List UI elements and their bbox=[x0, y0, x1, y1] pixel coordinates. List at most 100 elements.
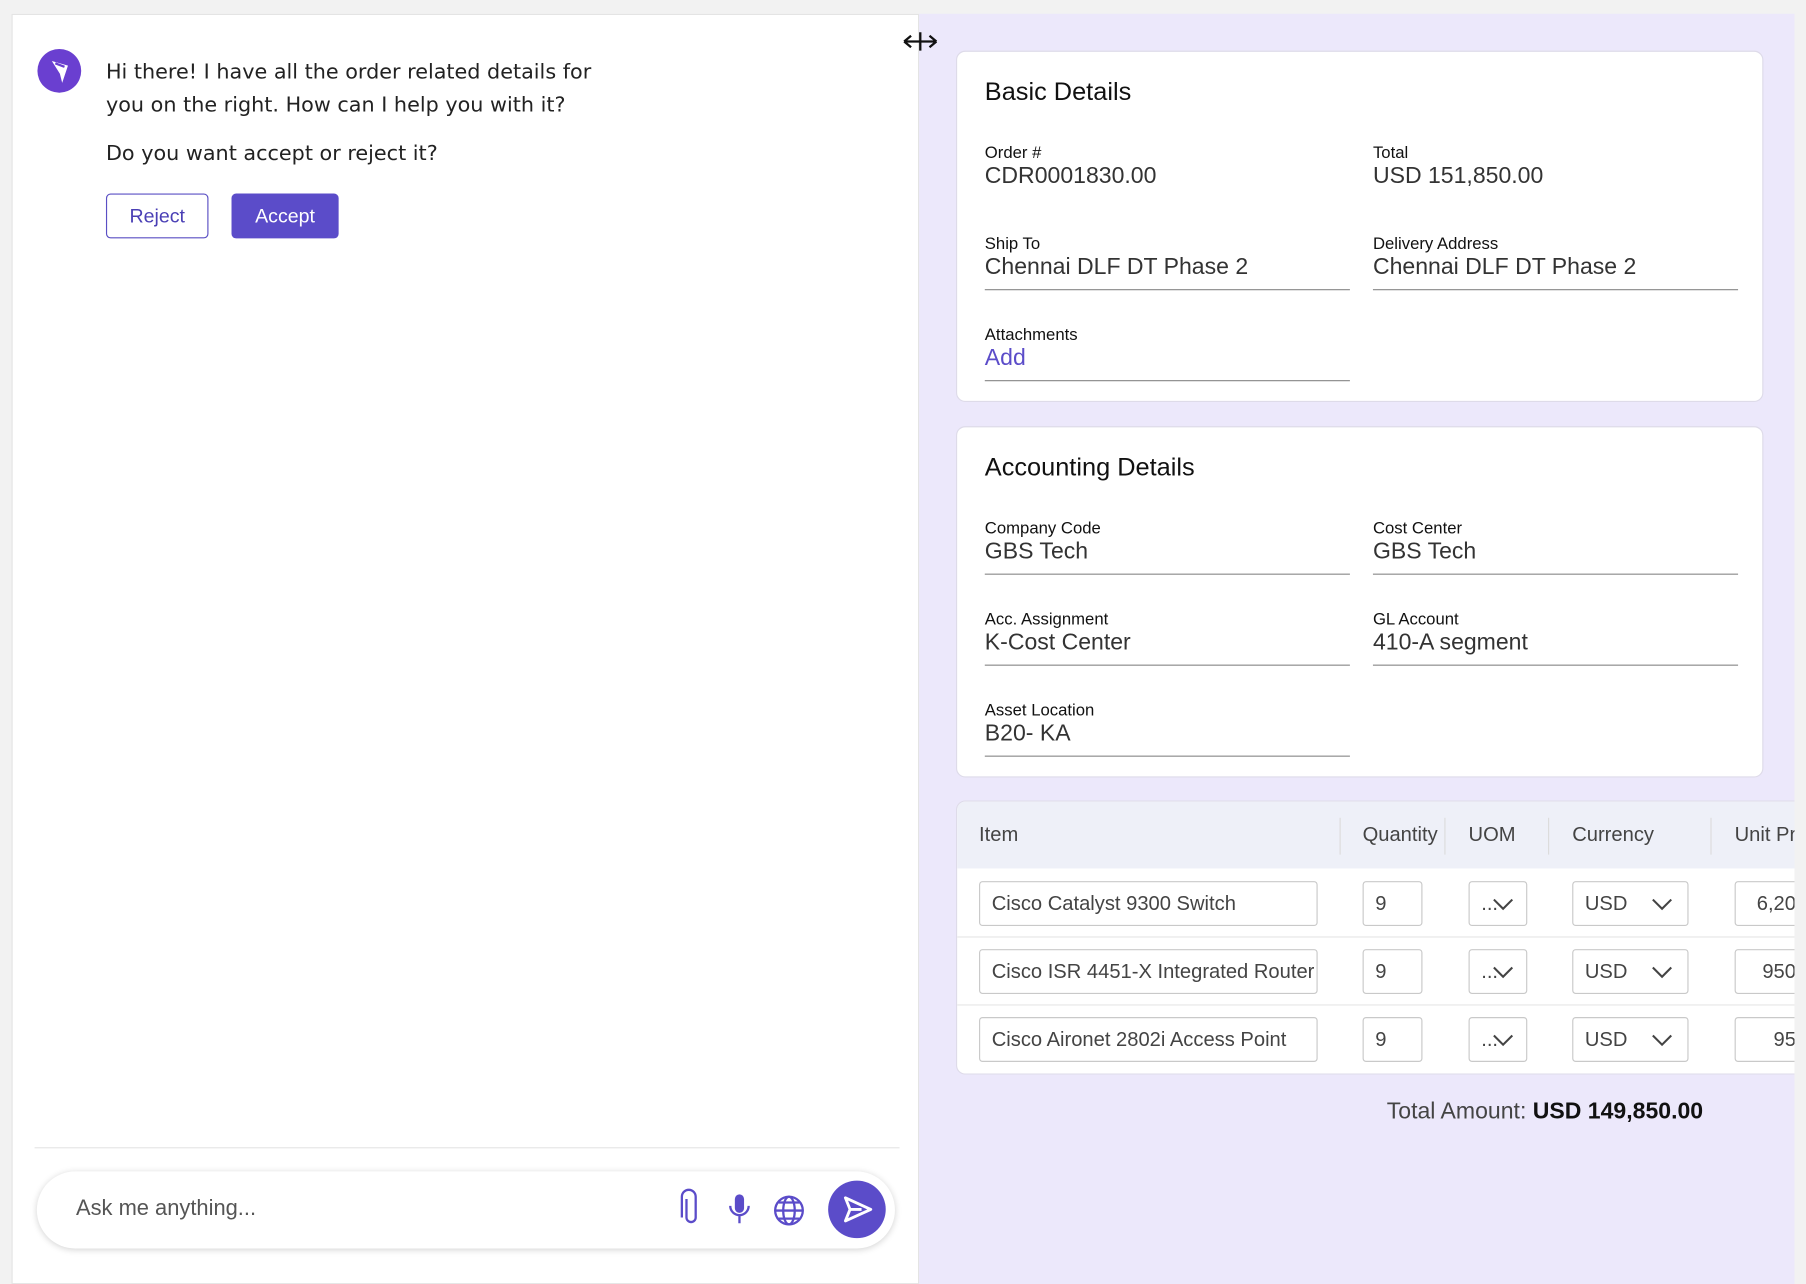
row-divider bbox=[957, 1004, 1795, 1006]
item-input[interactable]: Cisco Catalyst 9300 Switch bbox=[979, 881, 1318, 927]
field-underline bbox=[984, 289, 1350, 291]
divider bbox=[34, 1147, 900, 1149]
unit-price-input[interactable]: 950 bbox=[1734, 1017, 1795, 1062]
cell-text: 9 bbox=[1375, 1027, 1387, 1051]
details-card: Accounting Details Company Code GBS Tech Co… bbox=[955, 426, 1764, 778]
field-underline bbox=[1372, 664, 1739, 666]
field-value: CDR0001830.00 bbox=[984, 163, 1157, 189]
item-input[interactable]: Cisco ISR 4451-X Integrated Router bbox=[979, 949, 1318, 995]
input-icons bbox=[670, 1171, 895, 1248]
cell-text: ... bbox=[1481, 891, 1499, 915]
quantity-input[interactable]: 9 bbox=[1362, 1017, 1423, 1062]
chat-message: Do you want accept or reject it? bbox=[105, 141, 438, 166]
cell-text: USD bbox=[1584, 1027, 1628, 1051]
resize-handle[interactable] bbox=[902, 30, 939, 53]
reject-button[interactable]: Reject bbox=[105, 193, 209, 239]
cell-text: USD bbox=[1584, 891, 1628, 915]
column-divider bbox=[1548, 817, 1550, 855]
field-value: USD 151,850.00 bbox=[1372, 163, 1544, 189]
field-underline bbox=[984, 380, 1350, 382]
unit-price-input[interactable]: 6,200 bbox=[1734, 881, 1795, 927]
total-label: Total Amount: bbox=[1386, 1098, 1527, 1125]
cell-text: Cisco ISR 4451-X Integrated Router bbox=[991, 959, 1315, 983]
field-label: Order # bbox=[984, 143, 1042, 163]
field-underline bbox=[1372, 573, 1739, 575]
chevron bbox=[1652, 898, 1672, 911]
field-underline bbox=[1372, 289, 1739, 291]
currency-select[interactable]: USD bbox=[1572, 881, 1689, 927]
cell-text: ... bbox=[1481, 959, 1499, 983]
field-underline bbox=[984, 755, 1350, 757]
field-label: Total bbox=[1372, 143, 1409, 163]
resize-icon bbox=[903, 32, 938, 51]
cell-text: USD bbox=[1584, 959, 1628, 983]
field-underline bbox=[984, 573, 1350, 575]
field-value: GBS Tech bbox=[984, 539, 1089, 565]
cell-text: Cisco Aironet 2802i Access Point bbox=[991, 1027, 1287, 1051]
field-value: GBS Tech bbox=[1372, 539, 1477, 565]
total-amount: Total Amount: USD 149,850.00 bbox=[1387, 1099, 1703, 1125]
cell-text: ... bbox=[1481, 1027, 1499, 1051]
field-label: Delivery Address bbox=[1372, 234, 1499, 254]
quantity-input[interactable]: 9 bbox=[1362, 949, 1423, 995]
field-label: Ship To bbox=[984, 234, 1041, 254]
chat-input[interactable]: Ask me anything... bbox=[36, 1171, 895, 1249]
cell-text: 9500 bbox=[1762, 959, 1794, 983]
column-divider bbox=[1710, 817, 1712, 855]
field-label: Acc. Assignment bbox=[984, 610, 1109, 629]
currency-select[interactable]: USD bbox=[1572, 1017, 1689, 1062]
chat-message: Hi there! I have all the order related d… bbox=[105, 59, 592, 118]
field-value: 410-A segment bbox=[1372, 630, 1528, 656]
column-header: Unit Price bbox=[1734, 822, 1795, 846]
field-value: Chennai DLF DT Phase 2 bbox=[984, 254, 1249, 280]
field-label: Company Code bbox=[984, 519, 1101, 538]
currency-select[interactable]: USD bbox=[1572, 949, 1689, 995]
column-divider bbox=[1444, 817, 1446, 855]
cell-text: Cisco Catalyst 9300 Switch bbox=[991, 891, 1236, 915]
cell-text: 6,200 bbox=[1756, 891, 1795, 915]
cell-text: 9 bbox=[1375, 891, 1387, 915]
field-underline bbox=[984, 664, 1350, 666]
cell-text: 950 bbox=[1773, 1027, 1795, 1051]
column-divider bbox=[1339, 817, 1341, 855]
field-label: Asset Location bbox=[984, 701, 1095, 720]
details-card: Basic Details Order # CDR0001830.00 Total US… bbox=[955, 50, 1764, 402]
column-header: Quantity bbox=[1362, 822, 1438, 846]
uom-select[interactable]: ... bbox=[1468, 949, 1528, 995]
input-placeholder: Ask me anything... bbox=[76, 1196, 257, 1221]
accept-button[interactable]: Accept bbox=[231, 193, 339, 239]
cell-text: 9 bbox=[1375, 959, 1387, 983]
field-label: Cost Center bbox=[1372, 519, 1463, 538]
column-header: Item bbox=[979, 822, 1019, 846]
avatar bbox=[37, 48, 82, 93]
field-value: Chennai DLF DT Phase 2 bbox=[1372, 254, 1637, 280]
column-header: Currency bbox=[1572, 822, 1654, 846]
column-header: UOM bbox=[1468, 822, 1516, 846]
row-divider bbox=[957, 936, 1795, 938]
unit-price-input[interactable]: 9500 bbox=[1734, 949, 1795, 995]
table-header bbox=[957, 801, 1795, 869]
icon-group[interactable] bbox=[670, 1171, 895, 1248]
field-label: GL Account bbox=[1372, 610, 1459, 629]
uom-select[interactable]: ... bbox=[1468, 881, 1528, 927]
field-value: K-Cost Center bbox=[984, 630, 1131, 656]
items-table: Item Quantity UOM Currency Unit Price Cisco C… bbox=[955, 800, 1795, 1075]
chevron bbox=[1652, 966, 1672, 979]
uom-select[interactable]: ... bbox=[1468, 1017, 1528, 1062]
card-title: Basic Details bbox=[984, 77, 1132, 106]
avatar-icon bbox=[37, 48, 82, 93]
chevron bbox=[1493, 898, 1514, 911]
item-input[interactable]: Cisco Aironet 2802i Access Point bbox=[979, 1017, 1318, 1062]
chevron bbox=[1652, 1034, 1672, 1047]
field-value[interactable]: Add bbox=[984, 345, 1026, 371]
field-label: Attachments bbox=[984, 325, 1078, 345]
chevron bbox=[1493, 1034, 1514, 1047]
total-value: USD 149,850.00 bbox=[1532, 1098, 1704, 1125]
quantity-input[interactable]: 9 bbox=[1362, 881, 1423, 927]
card-title: Accounting Details bbox=[984, 452, 1195, 482]
field-value: B20- KA bbox=[984, 721, 1071, 747]
chevron bbox=[1493, 966, 1514, 979]
